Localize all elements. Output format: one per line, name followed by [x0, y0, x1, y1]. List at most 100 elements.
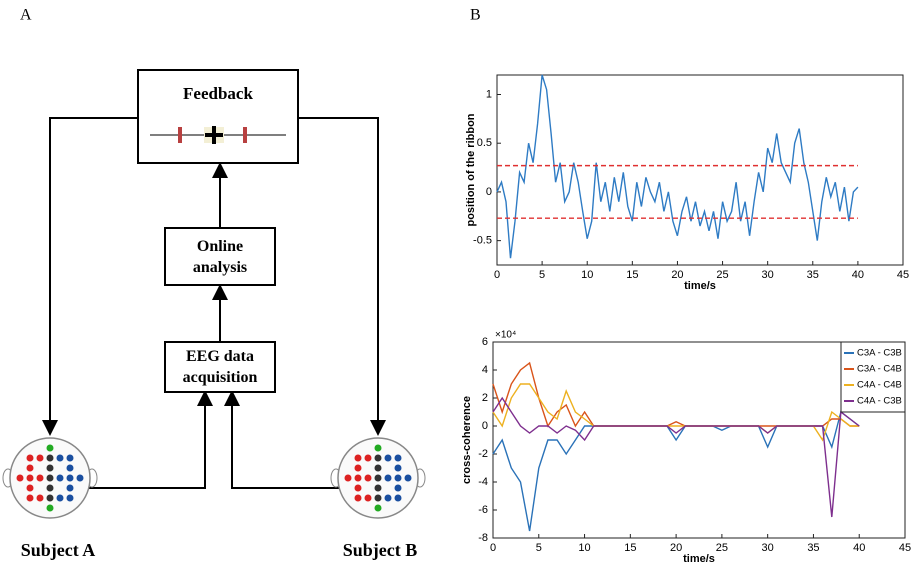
electrode — [56, 494, 64, 502]
electrode — [394, 494, 402, 502]
electrode — [16, 474, 24, 482]
x-tick-label: 45 — [897, 269, 909, 281]
x-tick-label: 0 — [490, 542, 496, 554]
x-tick-label: 20 — [670, 542, 682, 554]
electrode — [374, 464, 382, 472]
x-tick-label: 30 — [762, 269, 774, 281]
x-tick-label: 35 — [807, 269, 819, 281]
electrode — [384, 474, 392, 482]
x-tick-label: 25 — [716, 542, 728, 554]
x-tick-label: 15 — [626, 269, 638, 281]
y-tick-label: 0 — [486, 186, 492, 198]
x-tick-label: 20 — [671, 269, 683, 281]
electrode — [46, 454, 54, 462]
electrode — [364, 474, 372, 482]
electrode — [26, 474, 34, 482]
electrode — [56, 474, 64, 482]
legend-label: C4A - C3B — [857, 396, 902, 407]
electrode — [76, 474, 84, 482]
y-scale-label: ×10⁴ — [495, 330, 516, 341]
x-tick-label: 10 — [578, 542, 590, 554]
electrode — [354, 494, 362, 502]
electrode — [26, 494, 34, 502]
electrode — [66, 494, 74, 502]
electrode — [66, 464, 74, 472]
x-tick-label: 30 — [762, 542, 774, 554]
connections — [42, 117, 386, 489]
panel-label: A — [20, 7, 32, 24]
electrode — [46, 484, 54, 492]
electrode — [404, 474, 412, 482]
box-label: EEG data acquisition — [182, 348, 258, 386]
electrode — [26, 454, 34, 462]
box-label-wrap: Online analysis — [192, 237, 248, 276]
electrode — [36, 454, 44, 462]
acquisition-box — [164, 341, 276, 393]
electrode — [46, 504, 54, 512]
subject-label: Subject B — [343, 540, 418, 560]
electrode — [394, 474, 402, 482]
y-axis-label: position of the ribbon — [465, 113, 477, 226]
y-tick-label: 6 — [482, 336, 488, 348]
y-tick-label: 0.5 — [477, 137, 492, 149]
box-label: Online analysis — [192, 237, 248, 276]
y-tick-label: 2 — [482, 392, 488, 404]
electrode — [66, 474, 74, 482]
x-axis-label: time/s — [683, 553, 715, 565]
electrode — [364, 494, 372, 502]
y-tick-label: -8 — [478, 532, 488, 544]
electrode — [36, 494, 44, 502]
x-tick-label: 10 — [581, 269, 593, 281]
subject-label: Subject A — [21, 540, 96, 560]
y-tick-label: -4 — [478, 476, 488, 488]
electrode — [394, 484, 402, 492]
y-axis-label: cross-coherence — [461, 396, 473, 484]
y-tick-label: 0 — [482, 420, 488, 432]
legend-label: C3A - C3B — [857, 348, 902, 359]
x-tick-label: 40 — [853, 542, 865, 554]
electrode — [364, 454, 372, 462]
electrode — [354, 464, 362, 472]
electrode — [66, 484, 74, 492]
electrode — [26, 484, 34, 492]
electrode — [46, 444, 54, 452]
electrode — [394, 464, 402, 472]
electrode — [374, 454, 382, 462]
legend-label: C3A - C4B — [857, 364, 902, 375]
electrode — [374, 444, 382, 452]
electrode — [374, 484, 382, 492]
data-line — [492, 396, 860, 518]
feedback-ribbon — [150, 126, 286, 144]
box-label-wrap: EEG data acquisition — [182, 348, 258, 386]
plot-frame — [496, 74, 904, 266]
electrode — [374, 474, 382, 482]
y-tick-label: -0.5 — [473, 235, 492, 247]
x-tick-label: 25 — [716, 269, 728, 281]
electrode — [354, 474, 362, 482]
data-line — [496, 74, 859, 259]
electrode — [66, 454, 74, 462]
electrode — [26, 464, 34, 472]
x-tick-label: 45 — [899, 542, 911, 554]
plot-frame — [492, 341, 906, 539]
x-tick-label: 5 — [536, 542, 542, 554]
x-tick-label: 5 — [539, 269, 545, 281]
x-tick-label: 40 — [852, 269, 864, 281]
x-axis-label: time/s — [684, 280, 716, 292]
electrode — [384, 454, 392, 462]
legend-label: C4A - C4B — [857, 380, 902, 391]
electrode — [56, 454, 64, 462]
electrode — [46, 464, 54, 472]
electrode — [394, 454, 402, 462]
y-tick-label: -6 — [478, 504, 488, 516]
x-tick-label: 0 — [494, 269, 500, 281]
analysis-box — [164, 227, 276, 286]
box-label: Feedback — [183, 84, 253, 103]
electrode — [46, 494, 54, 502]
electrode — [374, 504, 382, 512]
electrode — [344, 474, 352, 482]
electrode — [354, 454, 362, 462]
electrode — [36, 474, 44, 482]
electrode — [384, 494, 392, 502]
